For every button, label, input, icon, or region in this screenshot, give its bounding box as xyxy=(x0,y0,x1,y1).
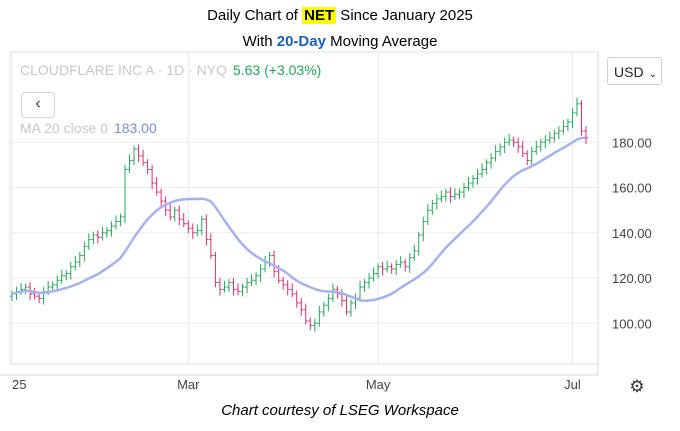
x-tick-label: 25 xyxy=(12,377,26,392)
collapse-legend-button[interactable]: ‹ xyxy=(21,92,55,118)
gear-icon: ⚙ xyxy=(629,377,645,396)
currency-label: USD xyxy=(614,64,644,80)
chart-title-line1: Daily Chart of NET Since January 2025 xyxy=(207,7,473,24)
ticker-highlight: NET xyxy=(302,7,337,24)
ma-legend: MA 20 close 0 183.00 xyxy=(20,120,157,136)
settings-button[interactable]: ⚙ xyxy=(626,376,648,398)
y-tick-label: 180.00 xyxy=(612,135,652,150)
interval-label: 1D xyxy=(166,62,185,78)
y-tick-label: 100.00 xyxy=(612,316,652,331)
y-tick-label: 160.00 xyxy=(612,181,652,196)
y-tick-label: 120.00 xyxy=(612,271,652,286)
chart-title-line2: With 20-Day Moving Average xyxy=(242,33,438,50)
price-change: 5.63 (+3.03%) xyxy=(232,62,322,78)
ma20-line xyxy=(11,136,587,302)
chevron-left-icon: ‹ xyxy=(35,95,41,112)
ma-period-highlight: 20-Day xyxy=(276,33,326,50)
exchange-label: NYQ xyxy=(196,62,227,78)
ma-label: MA 20 close 0 xyxy=(20,120,108,136)
ma-value: 183.00 xyxy=(113,120,157,136)
chevron-down-icon: ⌄ xyxy=(648,69,657,80)
instrument-legend: CLOUDFLARE INC A · 1D · NYQ 5.63 (+3.03%) xyxy=(20,62,322,78)
x-tick-label: Jul xyxy=(564,377,581,392)
x-tick-label: Mar xyxy=(177,377,200,392)
y-tick-label: 140.00 xyxy=(612,226,652,241)
currency-selector[interactable]: USD ⌄ xyxy=(607,57,662,85)
chart-credit: Chart courtesy of LSEG Workspace xyxy=(221,402,459,419)
x-tick-label: May xyxy=(366,377,391,392)
instrument-name: CLOUDFLARE INC A xyxy=(20,62,154,78)
plot-frame xyxy=(9,51,599,365)
